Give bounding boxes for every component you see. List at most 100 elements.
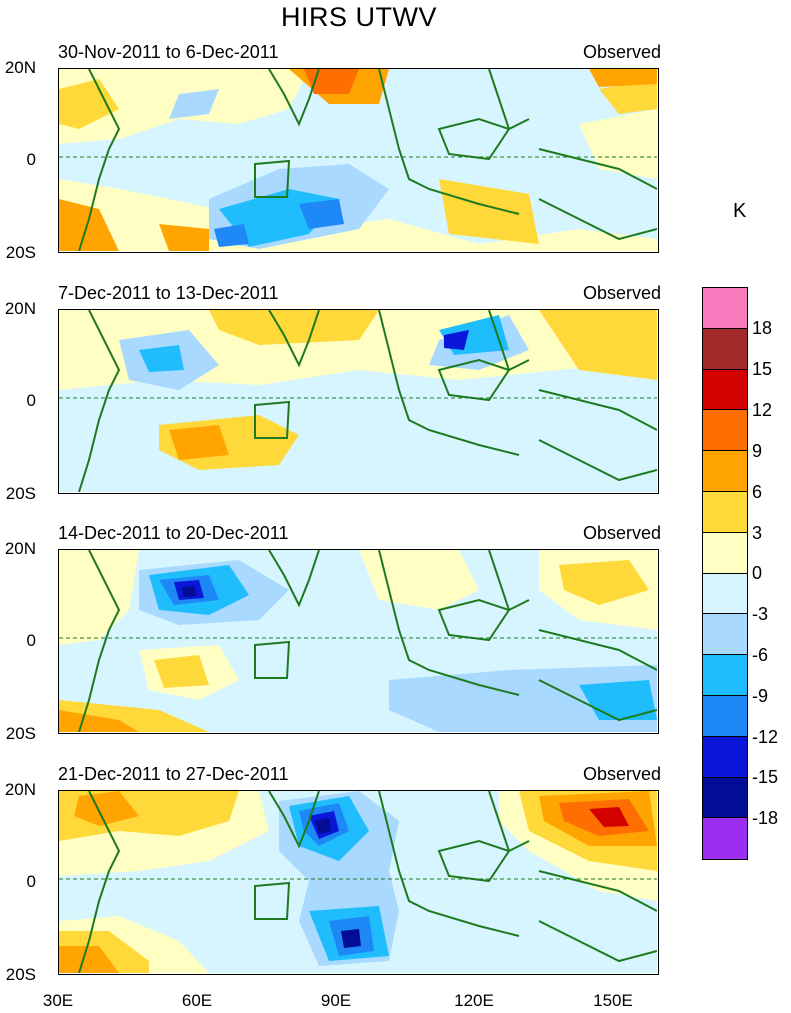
colorbar-label: 6 xyxy=(752,482,763,502)
positive-anomaly xyxy=(154,655,209,688)
positive-anomaly xyxy=(74,791,139,826)
panel-3-map-svg xyxy=(59,550,657,732)
borneo-coastline xyxy=(437,358,511,402)
colorbar-swatch xyxy=(703,288,747,329)
australia-coastline xyxy=(538,439,657,482)
ylabel-eq: 0 xyxy=(26,391,36,410)
sumatra-java-coastline xyxy=(378,69,520,215)
target-region-box xyxy=(254,640,291,679)
positive-anomaly xyxy=(169,425,229,460)
australia-coastline xyxy=(538,198,657,241)
strong-negative-anomaly xyxy=(444,330,469,350)
africa-coastline xyxy=(78,69,121,251)
positive-anomaly xyxy=(559,560,649,605)
ylabel-eq: 0 xyxy=(26,150,36,169)
ylabel-20n: 20N xyxy=(4,58,36,77)
colorbar-swatch xyxy=(703,777,747,819)
positive-anomaly xyxy=(209,310,379,345)
positive-anomaly xyxy=(59,199,119,251)
positive-anomaly xyxy=(439,179,539,244)
positive-anomaly xyxy=(579,109,657,179)
ylabel-20s: 20S xyxy=(5,724,36,743)
colorbar-label: 9 xyxy=(752,441,763,461)
new-guinea-coastline xyxy=(538,389,657,431)
ylabel-20s: 20S xyxy=(5,243,36,262)
positive-anomaly xyxy=(59,946,119,973)
colorbar-label: -15 xyxy=(752,767,779,787)
new-guinea-coastline xyxy=(538,629,657,671)
india-coastline xyxy=(268,550,320,608)
panel-4-date-range: 21-Dec-2011 to 27-Dec-2011 xyxy=(58,764,289,784)
colorbar-swatch xyxy=(703,695,747,737)
ylabel-eq: 0 xyxy=(26,872,36,891)
figure-title: HIRS UTWV xyxy=(281,2,437,32)
panel-2-type-label: Observed xyxy=(582,283,661,303)
colorbar-swatch xyxy=(703,655,747,696)
ylabel-20n: 20N xyxy=(4,299,36,318)
sumatra-java-coastline xyxy=(378,310,520,456)
panel-2-map xyxy=(58,309,659,494)
panel-2-map-svg xyxy=(59,310,657,492)
colorbar-label: -12 xyxy=(752,727,779,747)
strong-negative-anomaly xyxy=(341,929,361,948)
india-coastline xyxy=(268,69,320,127)
colorbar-label: 3 xyxy=(752,523,763,543)
colorbar-swatch xyxy=(703,532,747,574)
ylabel-20s: 20S xyxy=(5,484,36,503)
panel-3-date-range: 14-Dec-2011 to 20-Dec-2011 xyxy=(58,523,289,543)
india-coastline xyxy=(268,791,320,849)
india-coastline xyxy=(268,310,320,368)
colorbar-unit: K xyxy=(733,200,747,222)
panel-4-map xyxy=(58,790,659,975)
sumatra-java-coastline xyxy=(378,550,520,696)
borneo-coastline xyxy=(437,117,511,161)
negative-anomaly xyxy=(214,224,249,247)
negative-anomaly xyxy=(389,665,657,732)
panel-4-map-svg xyxy=(59,791,657,973)
colorbar-swatch xyxy=(703,736,747,778)
philippines-coastline xyxy=(488,550,530,612)
sumatra-java-coastline xyxy=(378,791,520,937)
colorbar xyxy=(702,287,748,861)
philippines-coastline xyxy=(488,310,530,372)
negative-anomaly xyxy=(169,89,219,119)
colorbar-swatch xyxy=(703,573,747,615)
ylabel-20n: 20N xyxy=(4,780,36,799)
borneo-coastline xyxy=(437,598,511,642)
strong-negative-anomaly xyxy=(181,586,197,597)
xlabel-120e: 120E xyxy=(454,991,494,1010)
panel-2-date-range: 7-Dec-2011 to 13-Dec-2011 xyxy=(58,283,279,303)
positive-anomaly xyxy=(589,69,657,87)
target-region-box xyxy=(254,400,291,439)
target-region-box xyxy=(254,159,291,198)
australia-coastline xyxy=(538,920,657,963)
panel-3-type-label: Observed xyxy=(582,523,661,543)
ylabel-20n: 20N xyxy=(4,539,36,558)
positive-anomaly xyxy=(159,224,209,251)
australia-coastline xyxy=(538,679,657,722)
philippines-coastline xyxy=(488,791,530,853)
colorbar-swatch xyxy=(703,818,747,860)
colorbar-label: -9 xyxy=(752,686,769,706)
colorbar-label: -6 xyxy=(752,645,769,665)
borneo-coastline xyxy=(437,839,511,883)
colorbar-swatch xyxy=(703,328,747,370)
positive-anomaly xyxy=(59,79,119,129)
xlabel-60e: 60E xyxy=(181,991,213,1010)
strong-negative-anomaly xyxy=(315,818,331,834)
positive-anomaly xyxy=(59,550,139,645)
xlabel-150e: 150E xyxy=(593,991,633,1010)
africa-coastline xyxy=(78,550,121,732)
colorbar-label: -18 xyxy=(752,808,779,828)
new-guinea-coastline xyxy=(538,148,657,190)
panel-3-map xyxy=(58,549,659,734)
colorbar-swatch xyxy=(703,491,747,533)
africa-coastline xyxy=(78,310,121,492)
philippines-coastline xyxy=(488,69,530,131)
colorbar-label: 12 xyxy=(752,400,773,420)
panel-4-type-label: Observed xyxy=(582,764,661,784)
ylabel-eq: 0 xyxy=(26,631,36,650)
panel-1-date-range: 30-Nov-2011 to 6-Dec-2011 xyxy=(58,42,279,62)
colorbar-swatch xyxy=(703,451,747,492)
panel-1-map xyxy=(58,68,659,253)
